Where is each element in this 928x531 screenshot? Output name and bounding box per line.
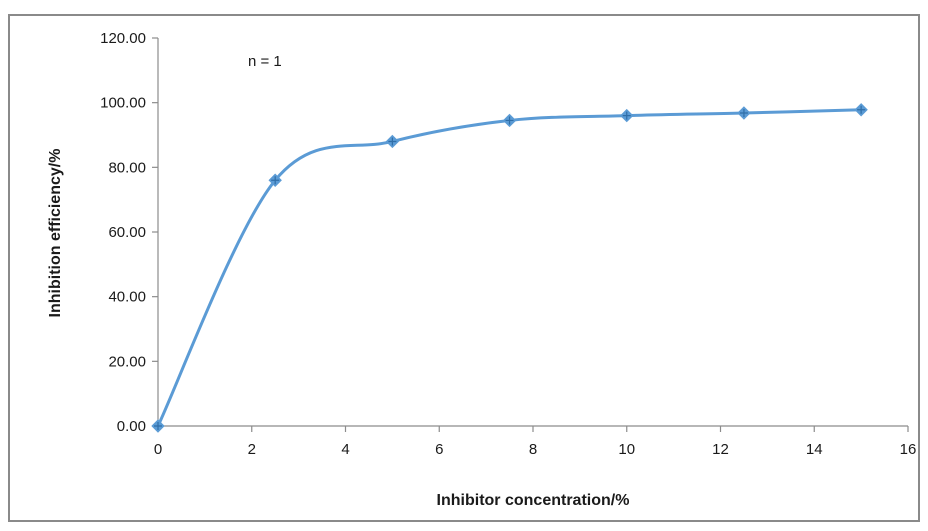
y-tick-label: 80.00 — [108, 159, 146, 176]
x-tick-label: 10 — [618, 441, 635, 458]
x-tick-label: 4 — [341, 441, 349, 458]
data-point — [737, 106, 751, 120]
x-tick-label: 8 — [529, 441, 537, 458]
data-point — [385, 134, 400, 149]
x-axis-title: Inhibitor concentration/% — [437, 492, 630, 509]
annotation-label: n = 1 — [248, 53, 282, 70]
tick-labels: 0.00 20.00 40.00 60.00 80.00 100.00 120.00 0 2 4 6… — [100, 30, 916, 458]
y-tick-label: 100.00 — [100, 95, 146, 112]
data-point — [854, 103, 868, 117]
series-line — [156, 108, 862, 427]
series-layer — [151, 103, 868, 433]
data-point — [268, 173, 282, 187]
data-point-cross — [271, 176, 280, 185]
data-point — [620, 108, 634, 123]
x-tick-label: 16 — [900, 441, 917, 458]
x-tick-label: 6 — [435, 441, 443, 458]
data-point — [502, 113, 517, 128]
x-tick-label: 12 — [712, 441, 729, 458]
data-point-cross — [857, 105, 866, 114]
data-point-cross — [505, 116, 514, 125]
y-axis-title: Inhibition efficiency/% — [47, 149, 64, 318]
data-point-cross — [739, 109, 748, 118]
y-tick-label: 120.00 — [100, 30, 146, 47]
y-tick-label: 20.00 — [108, 353, 146, 370]
y-tick-label: 40.00 — [108, 289, 146, 306]
chart-frame — [8, 14, 920, 522]
data-point-cross — [622, 111, 631, 120]
axes — [152, 37, 909, 432]
data-point — [151, 419, 165, 433]
y-tick-label: 0.00 — [117, 418, 146, 435]
y-tick-label: 60.00 — [108, 224, 146, 241]
x-tick-label: 2 — [248, 441, 256, 458]
x-tick-label: 0 — [154, 441, 162, 458]
data-point-cross — [388, 137, 397, 146]
x-tick-label: 14 — [806, 441, 823, 458]
data-point-cross — [154, 422, 162, 430]
